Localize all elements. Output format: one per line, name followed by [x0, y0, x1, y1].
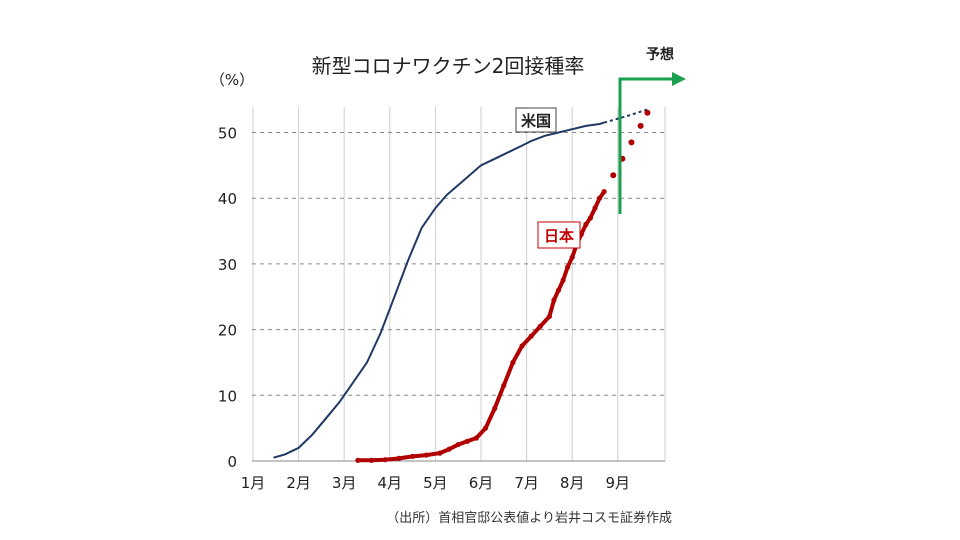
y-unit-label: （%） [210, 71, 254, 89]
series-markers-japan [355, 189, 607, 463]
data-point-japan [464, 438, 470, 444]
grid [252, 107, 666, 461]
x-tick-label: 2月 [286, 474, 311, 492]
data-point-japan [410, 453, 416, 460]
y-tick-label: 30 [218, 256, 237, 274]
data-point-japan-forecast [610, 172, 617, 179]
forecast-arrow-head [672, 72, 686, 86]
y-tick-label: 0 [227, 453, 237, 471]
x-tick-label: 9月 [606, 474, 631, 492]
data-point-japan [455, 441, 461, 448]
x-tick-label: 8月 [560, 474, 585, 492]
data-point-japan-forecast [644, 109, 651, 116]
data-point-japan [555, 287, 562, 293]
y-tick-label: 10 [218, 387, 237, 405]
y-tick-label: 50 [218, 125, 237, 143]
label-box-us [515, 107, 557, 133]
data-point-japan [423, 452, 429, 458]
data-point-japan [569, 254, 575, 260]
data-point-japan [551, 297, 557, 303]
x-tick-label: 3月 [332, 474, 357, 492]
data-point-japan-forecast [628, 139, 635, 146]
x-tick-label: 5月 [423, 474, 448, 492]
series-line-us-forecast [603, 108, 648, 124]
data-point-japan [546, 313, 553, 320]
data-point-japan-forecast [637, 122, 644, 129]
series-label-us: 米国 [521, 112, 551, 130]
data-point-japan [587, 215, 594, 221]
data-point-japan [446, 446, 452, 452]
forecast-label: 予想 [646, 46, 674, 63]
data-point-japan [583, 221, 589, 228]
x-tick-label: 6月 [469, 474, 494, 492]
y-tick-label: 20 [218, 322, 237, 340]
data-point-japan [565, 264, 571, 270]
x-tick-label: 4月 [378, 474, 403, 492]
data-point-japan [437, 450, 443, 456]
data-point-japan [501, 382, 507, 389]
data-point-japan [596, 195, 603, 201]
chart-title: 新型コロナワクチン2回接種率 [312, 54, 585, 78]
source-note: （出所）首相官邸公表値より岩井コスモ証券作成 [386, 510, 672, 526]
data-point-japan [528, 333, 534, 339]
data-point-japan [473, 435, 480, 441]
series-line-us [273, 121, 605, 459]
x-tick-label: 7月 [514, 474, 539, 492]
data-point-japan [492, 405, 498, 412]
data-point-japan [355, 457, 361, 463]
data-point-japan [510, 359, 516, 366]
forecast-arrow [618, 77, 672, 214]
x-tick-label: 1月 [241, 474, 266, 492]
data-point-japan [382, 457, 388, 463]
x-axis-ticks: 1月 2月 3月 4月 5月 6月 7月 8月 9月 [241, 474, 630, 492]
data-point-japan [368, 457, 375, 463]
data-point-japan [482, 425, 489, 431]
data-point-japan [601, 189, 607, 195]
series-label-japan: 日本 [544, 227, 574, 245]
y-tick-label: 40 [218, 190, 237, 208]
data-point-japan [519, 343, 525, 349]
data-point-japan [396, 455, 402, 461]
data-point-japan [560, 277, 566, 283]
label-box-japan [537, 221, 581, 249]
data-point-japan [537, 323, 543, 329]
data-point-japan [592, 205, 598, 211]
y-axis-ticks: 0 10 20 30 40 50 [218, 125, 237, 472]
